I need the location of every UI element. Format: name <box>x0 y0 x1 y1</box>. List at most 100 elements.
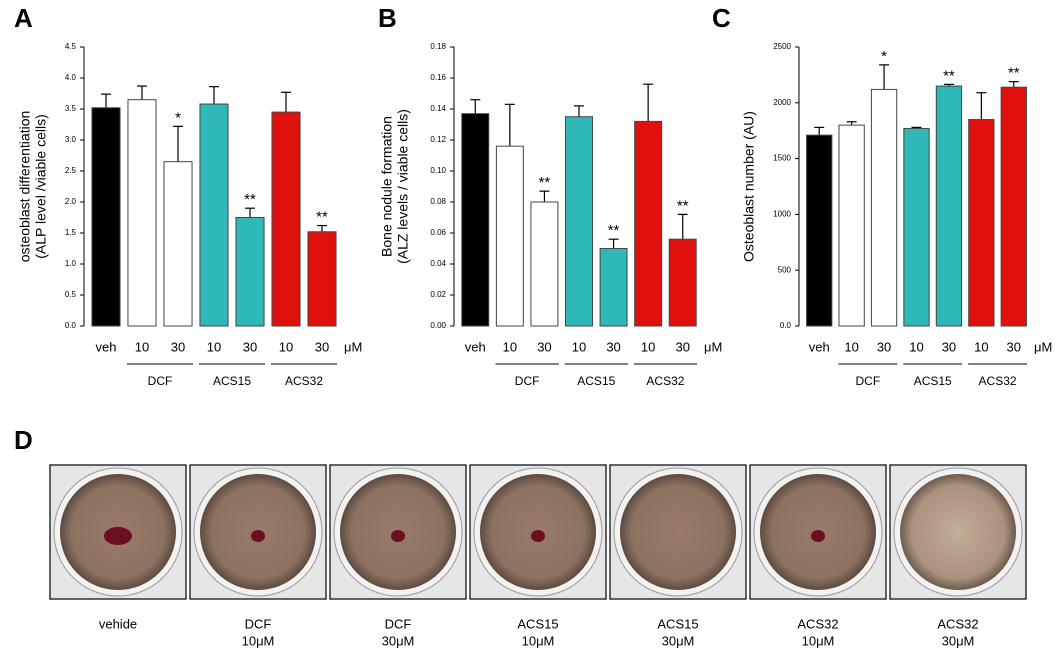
unit-label: μM <box>344 339 362 354</box>
bar <box>271 111 301 327</box>
x-tick-label: 10 <box>844 339 858 354</box>
x-tick-label: 30 <box>675 339 689 354</box>
y-tick-label: 0.18 <box>430 42 446 51</box>
well-label: 30μM <box>382 633 415 648</box>
bar <box>903 127 930 327</box>
unit-label: μM <box>1034 339 1052 354</box>
bar <box>668 238 697 327</box>
bar <box>968 119 995 327</box>
nodule <box>811 530 825 542</box>
group-label: ACS15 <box>577 374 615 388</box>
x-tick-label: 30 <box>606 339 620 354</box>
x-tick-label: 30 <box>171 339 185 354</box>
y-tick-label: 0.14 <box>430 104 446 113</box>
y-tick-label: 2000 <box>773 98 791 107</box>
bar <box>530 201 559 327</box>
significance-label: ** <box>677 197 689 214</box>
y-axis-label: Osteoblast number (AU) <box>741 111 757 262</box>
bar <box>127 99 157 327</box>
panel-letter: D <box>14 425 33 455</box>
x-tick-label: 30 <box>243 339 257 354</box>
y-tick-label: 1.0 <box>65 259 77 268</box>
group-label: DCF <box>856 374 881 388</box>
y-tick-label: 0.06 <box>430 228 446 237</box>
bar <box>495 145 524 327</box>
y-tick-label: 1500 <box>773 154 791 163</box>
y-tick-label: 0.5 <box>65 290 77 299</box>
bar <box>461 113 490 327</box>
panel-letter: B <box>378 3 397 33</box>
well-label: DCF <box>385 616 412 631</box>
x-tick-label: 30 <box>537 339 551 354</box>
x-tick-label: veh <box>465 339 486 354</box>
y-tick-label: 0.02 <box>430 290 446 299</box>
significance-label: * <box>881 48 887 65</box>
x-tick-label: 30 <box>315 339 329 354</box>
x-tick-label: veh <box>96 339 117 354</box>
bar <box>565 116 593 327</box>
significance-label: ** <box>316 209 328 226</box>
significance-label: * <box>175 109 181 126</box>
y-tick-label: 2500 <box>773 42 791 51</box>
nodule <box>531 530 545 542</box>
bar <box>235 217 265 327</box>
x-tick-label: 30 <box>877 339 891 354</box>
y-tick-label: 0.08 <box>430 197 446 206</box>
x-tick-label: 30 <box>942 339 956 354</box>
nodule <box>104 527 132 545</box>
x-tick-label: 10 <box>503 339 517 354</box>
y-axis-label: (ALP level /viable cells) <box>33 114 49 258</box>
x-tick-label: 10 <box>279 339 293 354</box>
x-tick-label: 30 <box>1007 339 1021 354</box>
y-tick-label: 2.0 <box>65 197 77 206</box>
y-axis-label: Bone nodule formation <box>379 116 395 257</box>
x-tick-label: 10 <box>641 339 655 354</box>
well-label: 30μM <box>662 633 695 648</box>
significance-label: ** <box>943 67 955 84</box>
y-tick-label: 2.5 <box>65 166 77 175</box>
x-tick-label: 10 <box>974 339 988 354</box>
y-tick-label: 500 <box>778 265 792 274</box>
bar <box>91 107 121 327</box>
nodule <box>391 530 405 542</box>
well-label: 30μM <box>942 633 975 648</box>
bar <box>806 134 833 327</box>
bar <box>838 124 865 327</box>
y-tick-label: 0.12 <box>430 135 446 144</box>
y-tick-label: 3.0 <box>65 135 77 144</box>
well-label: ACS15 <box>517 616 558 631</box>
y-tick-label: 0.00 <box>430 321 446 330</box>
bar <box>307 231 337 327</box>
well-label: DCF <box>245 616 272 631</box>
well-label: vehide <box>99 616 137 631</box>
y-tick-label: 1.5 <box>65 228 77 237</box>
significance-label: ** <box>1008 65 1020 82</box>
well-label: ACS32 <box>937 616 978 631</box>
group-label: ACS15 <box>213 374 251 388</box>
group-label: DCF <box>148 374 173 388</box>
group-label: ACS15 <box>914 374 952 388</box>
unit-label: μM <box>704 339 722 354</box>
y-tick-label: 4.0 <box>65 73 77 82</box>
group-label: DCF <box>515 374 540 388</box>
y-tick-label: 0.0 <box>780 321 792 330</box>
well-label: ACS15 <box>657 616 698 631</box>
bar <box>870 88 898 327</box>
well-label: 10μM <box>242 633 275 648</box>
y-tick-label: 0.10 <box>430 166 446 175</box>
bar <box>935 85 963 327</box>
significance-label: ** <box>608 222 620 239</box>
panel-letter: C <box>712 3 731 33</box>
significance-label: ** <box>244 191 256 208</box>
group-label: ACS32 <box>646 374 684 388</box>
y-axis-label: osteoblast differentiation <box>17 111 33 263</box>
nodule <box>251 530 265 542</box>
x-tick-label: 10 <box>207 339 221 354</box>
well-stain <box>620 474 736 590</box>
y-tick-label: 4.5 <box>65 42 77 51</box>
bar <box>1000 86 1027 327</box>
well-label: 10μM <box>802 633 835 648</box>
y-tick-label: 1000 <box>773 210 791 219</box>
bar <box>199 103 229 327</box>
